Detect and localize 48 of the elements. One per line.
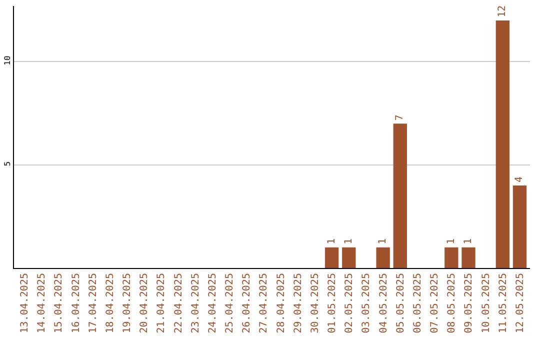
x-tick-label: 25.04.2025 <box>224 273 236 334</box>
x-tick-label: 06.05.2025 <box>412 273 424 334</box>
data-label: 1 <box>446 238 457 244</box>
data-label: 1 <box>326 238 338 244</box>
x-tick-label: 03.05.2025 <box>361 273 372 334</box>
x-tick-label: 13.04.2025 <box>20 273 30 334</box>
data-label: 4 <box>514 176 526 182</box>
data-label: 1 <box>343 238 354 244</box>
x-tick-label: 05.05.2025 <box>395 273 406 334</box>
bar <box>393 124 407 268</box>
data-label: 1 <box>378 238 389 244</box>
x-tick-label: 29.04.2025 <box>292 273 304 334</box>
x-tick-label: 01.05.2025 <box>327 273 338 334</box>
x-tick-label: 12.05.2025 <box>515 273 526 334</box>
x-tick-label: 23.04.2025 <box>190 273 202 334</box>
bar <box>444 247 458 268</box>
x-tick-label: 16.04.2025 <box>70 273 82 334</box>
bar <box>462 247 476 268</box>
x-tick-label: 28.04.2025 <box>276 273 287 334</box>
bar <box>342 247 356 268</box>
x-tick-label: 09.05.2025 <box>464 273 475 334</box>
data-label: 12 <box>497 5 508 18</box>
x-tick-label: 26.04.2025 <box>242 273 253 334</box>
x-tick-label: 10.05.2025 <box>480 273 492 334</box>
data-label: 1 <box>462 238 474 244</box>
x-tick-label: 11.05.2025 <box>498 273 509 334</box>
x-tick-label: 24.04.2025 <box>207 273 218 334</box>
bar <box>496 20 510 268</box>
bar <box>324 247 339 268</box>
y-tick-label: 10 <box>2 56 12 66</box>
x-tick-label: 02.05.2025 <box>344 273 356 334</box>
x-tick-label: 07.05.2025 <box>430 273 441 334</box>
x-tick-label: 18.04.2025 <box>104 273 116 334</box>
x-tick-label: 08.05.2025 <box>446 273 458 334</box>
data-label: 7 <box>394 114 406 121</box>
x-tick-label: 14.04.2025 <box>36 273 48 334</box>
x-tick-label: 21.04.2025 <box>156 273 168 334</box>
x-tick-label: 17.04.2025 <box>88 273 99 334</box>
x-tick-label: 15.04.2025 <box>54 273 65 334</box>
x-tick-label: 22.04.2025 <box>173 273 184 334</box>
x-tick-label: 04.05.2025 <box>378 273 390 334</box>
y-tick-label: 5 <box>2 161 12 166</box>
x-tick-label: 27.04.2025 <box>258 273 270 334</box>
x-tick-label: 19.04.2025 <box>122 273 134 334</box>
bar <box>376 247 390 268</box>
bar <box>512 185 527 268</box>
x-tick-label: 30.04.2025 <box>310 273 321 334</box>
x-tick-label: 20.04.2025 <box>139 273 150 334</box>
